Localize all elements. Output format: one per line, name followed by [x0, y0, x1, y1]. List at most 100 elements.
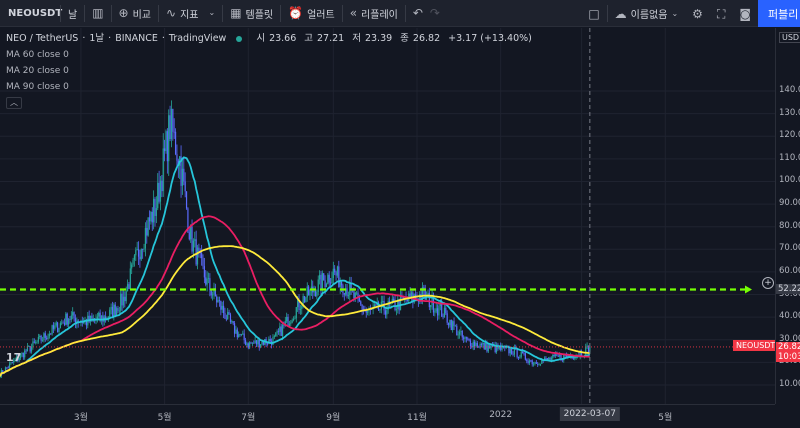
alert-button[interactable]: ⏰ 얼러트	[281, 0, 342, 27]
candle-body	[67, 319, 70, 325]
candle-body	[309, 289, 311, 296]
price-chart[interactable]	[0, 28, 775, 404]
candle-body	[324, 280, 326, 288]
indicators-label: 지표	[180, 9, 199, 21]
ma-legend-60[interactable]: MA 60 close 0	[6, 50, 69, 60]
candle-body	[535, 362, 537, 364]
price-axis[interactable]: USD 140.00 130.00 120.00 110.00 100.00 90.00 8…	[775, 28, 800, 404]
candle-body	[306, 286, 308, 298]
top-toolbar: NEOUSDT 날 ▥ ⊕ 비교 ∿ 지표 ⌄ ▦ 템플릿 ⏰ 얼러트 «리플레이 ↶ ↷…	[0, 0, 800, 27]
templates-button[interactable]: ▦ 템플릿	[223, 0, 280, 27]
snapshot-button[interactable]: ◙	[732, 0, 758, 27]
compare-button[interactable]: ⊕ 비교	[112, 0, 158, 27]
undo-button[interactable]: ↶	[406, 0, 430, 27]
candle-body	[102, 315, 104, 322]
candle-body	[203, 266, 205, 278]
settings-button[interactable]: ⚙	[685, 0, 710, 27]
chart-legend: NEO / TetherUS · 1날 · BINANCE · TradingV…	[6, 31, 532, 109]
candle-body	[554, 354, 557, 357]
time-axis[interactable]: 3월 5월 7월 9월 11월 2022 5월 2022-03-07	[0, 404, 775, 428]
chevron-down-icon[interactable]: ⌄	[208, 8, 216, 17]
time-tick-label: 2022	[489, 410, 513, 420]
interval-button[interactable]: 날	[68, 9, 78, 21]
low-label: 저	[352, 33, 361, 44]
candle-body	[120, 293, 122, 311]
chevron-down-icon: ⌄	[671, 8, 679, 18]
candle-body	[55, 322, 57, 326]
candle-body	[393, 298, 395, 302]
indicators-button[interactable]: ∿ 지표 ⌄	[159, 0, 222, 27]
candle-body	[106, 319, 108, 321]
candle-body	[527, 360, 529, 363]
redo-button[interactable]: ↷	[430, 0, 447, 27]
candle-body	[513, 347, 515, 355]
price-tick-label: 130.00	[779, 107, 800, 118]
candle-body	[9, 363, 11, 368]
symbol-search[interactable]: NEOUSDT	[8, 7, 63, 19]
candle-body	[176, 154, 178, 161]
candle-body	[530, 360, 532, 362]
candle-body	[347, 295, 350, 297]
candle-body	[410, 292, 413, 299]
candle-body	[253, 342, 255, 344]
candle-body	[286, 316, 288, 322]
candle-body	[538, 364, 540, 366]
candle-body	[10, 362, 12, 364]
price-tick-label: 30.00	[779, 333, 800, 344]
close-value: 26.82	[412, 33, 441, 44]
candle-body	[143, 248, 145, 250]
candle-body	[349, 284, 351, 296]
candle-body	[395, 309, 398, 311]
candle-body	[552, 354, 554, 358]
price-tick-label: 110.00	[779, 152, 800, 163]
candle-body	[438, 305, 440, 316]
add-alert-plus-icon[interactable]: +	[762, 277, 774, 289]
ma-legend-20[interactable]: MA 20 close 0	[6, 66, 69, 76]
candle-body	[69, 319, 71, 320]
candle-body	[463, 337, 465, 339]
replay-button[interactable]: «리플레이	[343, 0, 405, 27]
publish-button[interactable]: 퍼블리	[758, 0, 800, 27]
candle-body	[587, 345, 590, 353]
collapse-legend-button[interactable]: ︿	[6, 97, 22, 109]
candle-body	[297, 299, 299, 308]
candle-body	[574, 358, 576, 359]
candle-body	[579, 352, 581, 357]
candle-body	[360, 301, 362, 305]
candle-body	[310, 286, 312, 290]
candle-body	[196, 247, 199, 265]
candle-body	[314, 290, 317, 297]
price-tick-label: 80.00	[779, 220, 800, 231]
candle-body	[442, 316, 444, 318]
candle-body	[281, 324, 284, 336]
divider	[60, 4, 61, 22]
candle-body	[162, 148, 164, 192]
candle-body	[221, 305, 223, 310]
indicator-icon: ∿	[166, 6, 177, 20]
layout-button[interactable]: □	[581, 0, 606, 27]
candle-body	[124, 296, 126, 302]
fullscreen-button[interactable]: ⛶	[710, 0, 732, 27]
candle-body	[435, 308, 437, 312]
candle-body	[321, 273, 323, 290]
candle-body	[336, 266, 339, 276]
replay-label: 리플레이	[361, 9, 398, 21]
candle-body	[549, 357, 551, 360]
candle-body	[147, 217, 149, 236]
candle-body	[550, 357, 553, 360]
market-status-dot[interactable]	[236, 36, 243, 42]
candle-body	[4, 367, 7, 372]
candle-body	[180, 156, 182, 186]
chart-pane[interactable]	[0, 28, 775, 404]
candle-body	[174, 131, 177, 155]
ma-legend-90[interactable]: MA 90 close 0	[6, 82, 69, 92]
candle-body	[480, 343, 483, 345]
save-layout-button[interactable]: ☁ 이름없음 ⌄	[608, 0, 686, 27]
candle-body	[391, 298, 393, 303]
candle-body	[382, 301, 384, 302]
currency-button[interactable]: USD	[779, 32, 800, 43]
source-label: TradingView	[168, 33, 227, 44]
sep-2: ·	[108, 33, 112, 44]
chart-style-button[interactable]: ▥	[85, 0, 110, 27]
